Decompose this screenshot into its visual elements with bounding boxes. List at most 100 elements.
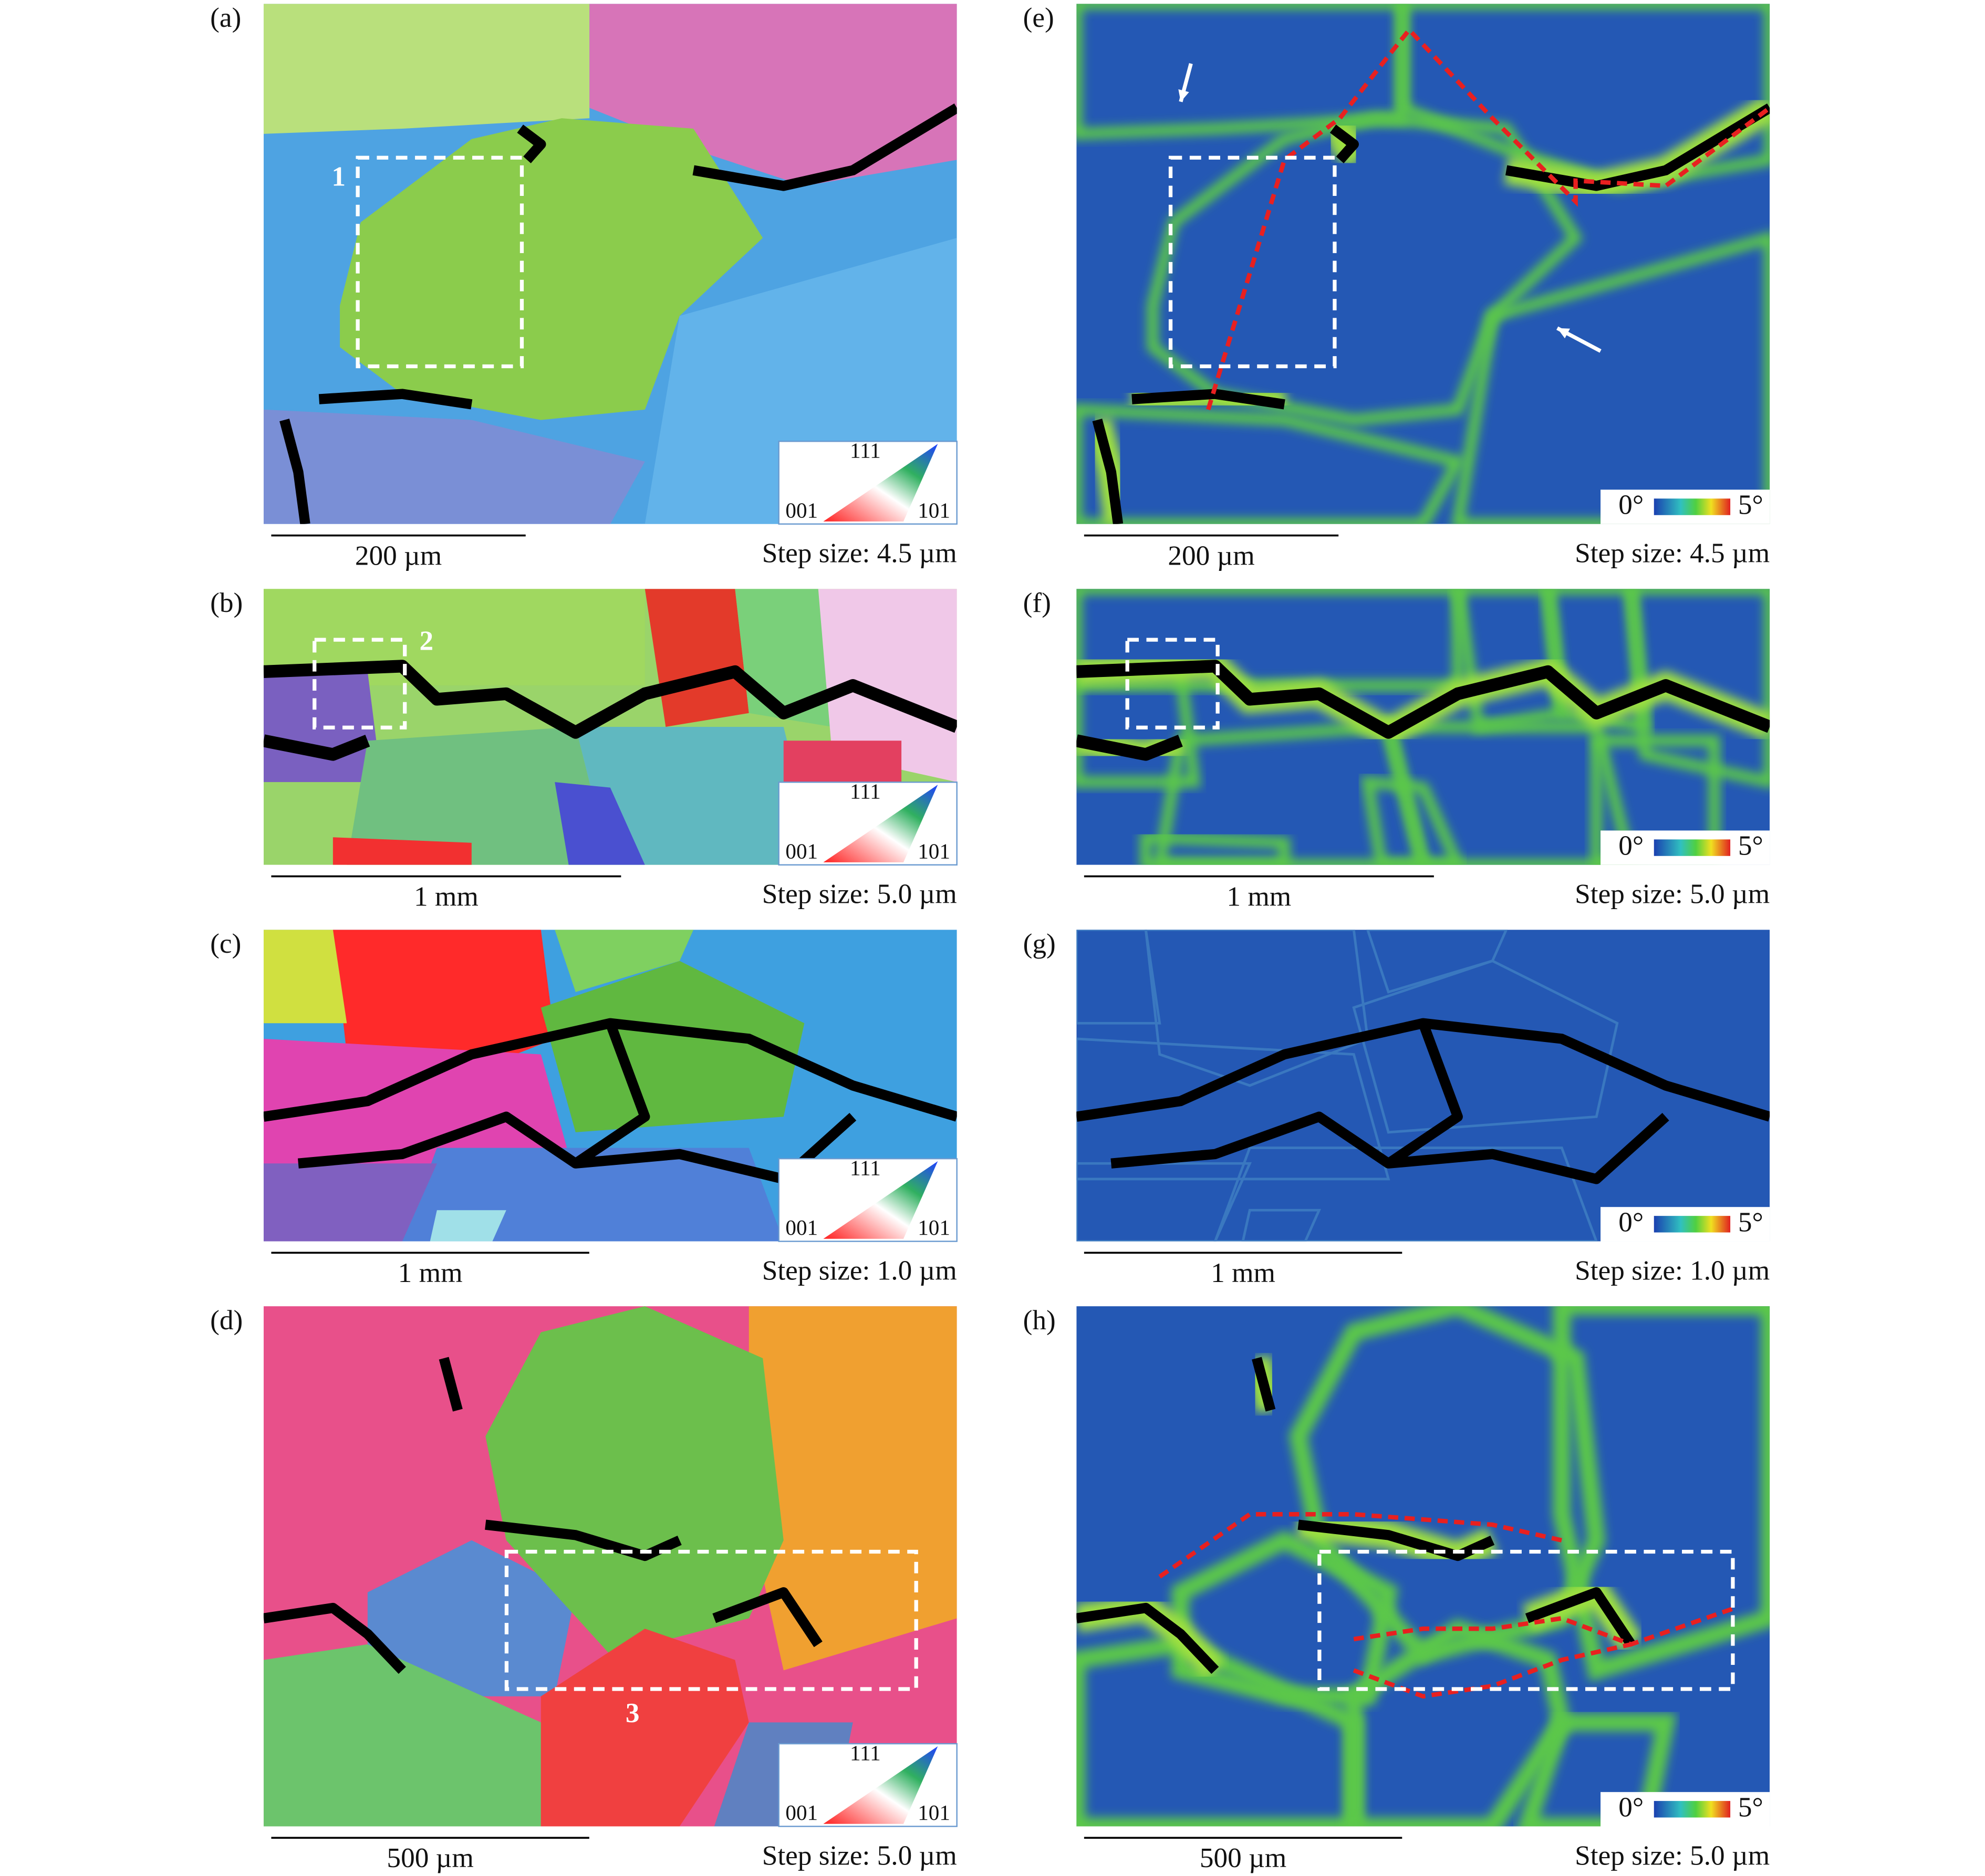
- legend-label: 5°: [1738, 1206, 1763, 1237]
- legend-label: 5°: [1738, 830, 1763, 861]
- color-bar: [1654, 498, 1731, 515]
- scale-bar-label: 1 mm: [414, 881, 479, 912]
- grain: [263, 4, 590, 134]
- grain-boundary: [1076, 403, 1467, 524]
- region-label: 2: [420, 626, 434, 656]
- grain: [340, 118, 763, 420]
- arrow-head: [1178, 89, 1189, 102]
- grain: [430, 1210, 506, 1242]
- panel-label: (b): [210, 587, 243, 618]
- scale-bar-label: 1 mm: [1227, 881, 1291, 912]
- panel-label: (h): [1023, 1305, 1056, 1336]
- grain-boundary: [1518, 1713, 1677, 1827]
- crack: [485, 1519, 682, 1561]
- grain: [332, 837, 472, 865]
- scale-bar-label: 200 µm: [355, 540, 442, 571]
- grain: [263, 589, 645, 686]
- grain-boundary: [1381, 721, 1637, 865]
- ipf-triangle: [823, 785, 938, 862]
- grain-boundary: [1076, 930, 1161, 1025]
- grain: [575, 726, 818, 865]
- grain: [263, 409, 645, 524]
- color-bar: [1654, 839, 1731, 856]
- panel-label: (c): [210, 928, 241, 959]
- misorientation-map: [1076, 589, 1770, 865]
- legend-label: 101: [918, 1800, 950, 1825]
- crack: [263, 1018, 957, 1122]
- grain: [367, 1540, 576, 1696]
- step-size: Step size: 4.5 µm: [1575, 537, 1770, 568]
- crack: [1092, 419, 1124, 524]
- misorientation-map: [1076, 4, 1770, 524]
- grain: [749, 1306, 957, 1671]
- scale-bar-label: 1 mm: [398, 1257, 463, 1288]
- legend-label: 001: [785, 1215, 818, 1239]
- region-box: [1125, 638, 1220, 729]
- panel-label: (d): [210, 1305, 243, 1336]
- crack: [1076, 1602, 1219, 1674]
- grain-boundary: [1076, 4, 1408, 140]
- scale-bar-label: 500 µm: [387, 1842, 473, 1873]
- grain-boundary: [1140, 831, 1291, 865]
- crack: [263, 660, 957, 739]
- legend-label: 5°: [1738, 489, 1763, 520]
- misorientation-map: [1076, 1306, 1770, 1827]
- region-box: [504, 1549, 918, 1691]
- crack: [692, 103, 957, 191]
- ipf-triangle: [823, 1161, 938, 1239]
- legend-label: 5°: [1738, 1791, 1763, 1822]
- region-box: [356, 155, 524, 369]
- legend-label: 101: [918, 1215, 950, 1239]
- crack: [1329, 124, 1359, 163]
- grain: [485, 1306, 784, 1655]
- region-label: 3: [626, 1697, 640, 1728]
- legend-label: 0°: [1618, 830, 1644, 861]
- region-box: [1317, 1549, 1735, 1691]
- crack: [1076, 660, 1770, 739]
- grain: [263, 930, 347, 1024]
- grain-boundary: [1360, 775, 1464, 865]
- region-box: [1168, 155, 1337, 369]
- grain-boundary: [1553, 1306, 1770, 1682]
- grain-boundary: [1144, 930, 1369, 1087]
- grain: [541, 961, 805, 1132]
- crack: [318, 389, 473, 410]
- map-background: [1076, 4, 1770, 524]
- scale-bar-label: 200 µm: [1168, 540, 1254, 571]
- crack: [263, 1602, 406, 1674]
- grain: [263, 1644, 541, 1827]
- crack: [1385, 1021, 1463, 1168]
- legend-label: 111: [850, 1155, 881, 1180]
- region-label: 1: [331, 161, 346, 192]
- legend-label: 101: [918, 839, 950, 863]
- grain: [555, 930, 694, 992]
- panel-label: (f): [1023, 587, 1051, 618]
- region-box: [313, 638, 407, 729]
- arrow-head: [1557, 328, 1570, 339]
- crack: [1252, 1357, 1276, 1412]
- grain: [263, 1038, 576, 1179]
- legend-label: 0°: [1618, 489, 1644, 520]
- crack: [439, 1357, 463, 1412]
- legend-label: 001: [785, 839, 818, 863]
- color-bar: [1654, 1801, 1731, 1818]
- crack: [263, 734, 370, 761]
- grain: [263, 1163, 437, 1242]
- legend-label: 111: [850, 439, 881, 463]
- panel-label: (a): [210, 2, 241, 33]
- crack: [573, 1021, 650, 1168]
- grain-boundary: [1213, 1147, 1598, 1242]
- grain-boundary: [1591, 735, 1720, 865]
- step-size: Step size: 5.0 µm: [1575, 879, 1770, 910]
- step-size: Step size: 1.0 µm: [1575, 1255, 1770, 1286]
- grain-boundary: [1076, 1037, 1390, 1181]
- crack: [517, 124, 546, 163]
- crack: [1076, 734, 1183, 761]
- grain: [555, 782, 645, 865]
- scale-bar-label: 500 µm: [1200, 1842, 1286, 1873]
- panel-label: (g): [1023, 928, 1056, 959]
- ipf-map: [263, 1306, 957, 1827]
- legend-label: 101: [918, 498, 950, 522]
- grain-boundary: [1153, 721, 1429, 865]
- misorientation-map: [1076, 930, 1770, 1242]
